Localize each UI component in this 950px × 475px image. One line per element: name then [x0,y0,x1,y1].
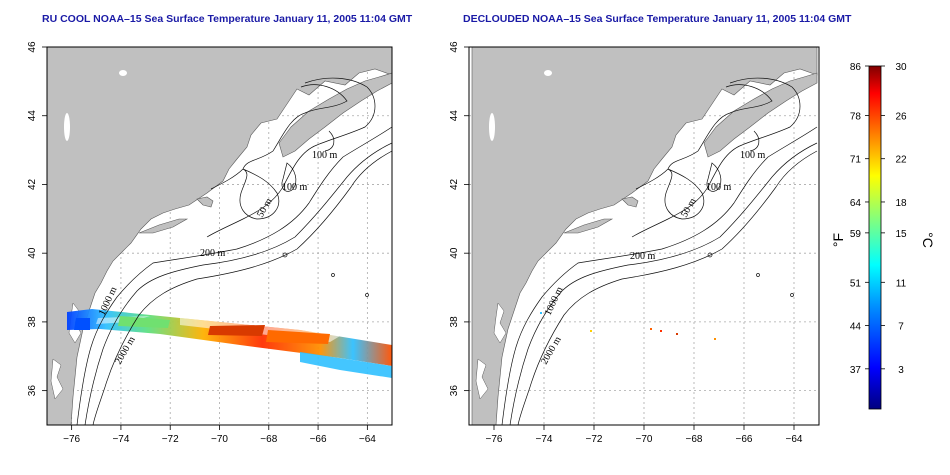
right-lon-tick-label: −66 [736,434,753,445]
left-contour-label-100m: 100 m [312,150,338,161]
left-lon-tick-label: −76 [63,434,80,445]
colorbar-celsius-label: 7 [898,322,904,333]
right-lon-tick-label: −68 [686,434,703,445]
colorbar-celsius-label: 18 [895,198,907,209]
left-lat-tick-label: 40 [27,247,38,259]
right-lon-tick-label: −70 [636,434,653,445]
right-map-panel: 100 m 100 m 50 m 200 m 1000 m 2000 m −76… [449,41,820,445]
colorbar-fahrenheit-label: 64 [850,198,862,209]
left-lon-tick-label: −70 [211,434,228,445]
colorbar-celsius-label: 3 [898,365,904,376]
colorbar-fahrenheit-label: 37 [850,365,862,376]
colorbar-celsius-label: 11 [896,278,907,289]
colorbar-fahrenheit-label: 44 [850,322,862,333]
colorbar-fahrenheit-label: 59 [850,229,862,240]
colorbar-celsius-label: 26 [895,111,907,122]
fahrenheit-unit-label: °F [830,233,846,247]
right-lat-tick-label: 46 [449,41,460,53]
right-lon-tick-label: −64 [786,434,803,445]
left-sst-swath [67,309,392,378]
colorbar-celsius-label: 30 [895,62,907,73]
right-lon-tick-label: −76 [486,434,503,445]
right-lat-tick-label: 36 [449,385,460,397]
left-lat-tick-label: 44 [27,110,38,122]
right-contour-label-100m: 100 m [740,150,766,161]
colorbar-fahrenheit-label: 51 [850,278,862,289]
left-map-panel: 100 m 100 m 50 m 200 m 1000 m 2000 m −76… [27,41,393,445]
right-contour-label-100m-b: 100 m [706,182,732,193]
celsius-unit-label: °C [920,232,936,248]
left-lon-tick-label: −66 [310,434,327,445]
left-lon-tick-label: −72 [162,434,179,445]
colorbar-celsius-label: 22 [895,155,907,166]
right-contour-label-200m: 200 m [630,251,656,262]
colorbar-fahrenheit-label: 86 [850,62,862,73]
colorbar-gradient [868,65,882,410]
right-lat-tick-label: 42 [449,178,460,190]
right-lat-tick-label: 40 [449,247,460,259]
right-lat-tick-label: 44 [449,110,460,122]
left-lat-tick-label: 46 [27,41,38,53]
right-lon-tick-label: −74 [536,434,553,445]
left-map-axes: −76 −74 −72 −70 −68 −66 −64 46 44 42 40 38 36 [27,41,376,445]
right-sst-specks [540,312,716,340]
right-lon-tick-label: −72 [586,434,603,445]
right-lat-tick-label: 38 [449,316,460,328]
left-lat-tick-label: 38 [27,316,38,328]
colorbar-celsius-label: 15 [895,229,907,240]
right-map-title: DECLOUDED NOAA–15 Sea Surface Temperatur… [463,13,852,25]
colorbar-fahrenheit-label: 71 [850,155,862,166]
left-lat-tick-label: 42 [27,178,38,190]
colorbar: 86 30 78 26 71 22 64 18 59 15 51 11 44 7 37 3 °F °C [830,62,936,410]
left-map-title: RU COOL NOAA–15 Sea Surface Temperature … [42,13,413,25]
right-map-axes: −76 −74 −72 −70 −68 −66 −64 46 44 42 40 38 36 [449,41,803,445]
left-contour-label-100m-b: 100 m [282,182,308,193]
colorbar-ticks: 86 30 78 26 71 22 64 18 59 15 51 11 44 7 37 3 [850,62,907,376]
left-contour-label-200m: 200 m [200,248,226,259]
left-lon-tick-label: −64 [359,434,376,445]
left-lon-tick-label: −68 [260,434,277,445]
colorbar-fahrenheit-label: 78 [850,111,862,122]
left-lon-tick-label: −74 [112,434,129,445]
left-lat-tick-label: 36 [27,385,38,397]
